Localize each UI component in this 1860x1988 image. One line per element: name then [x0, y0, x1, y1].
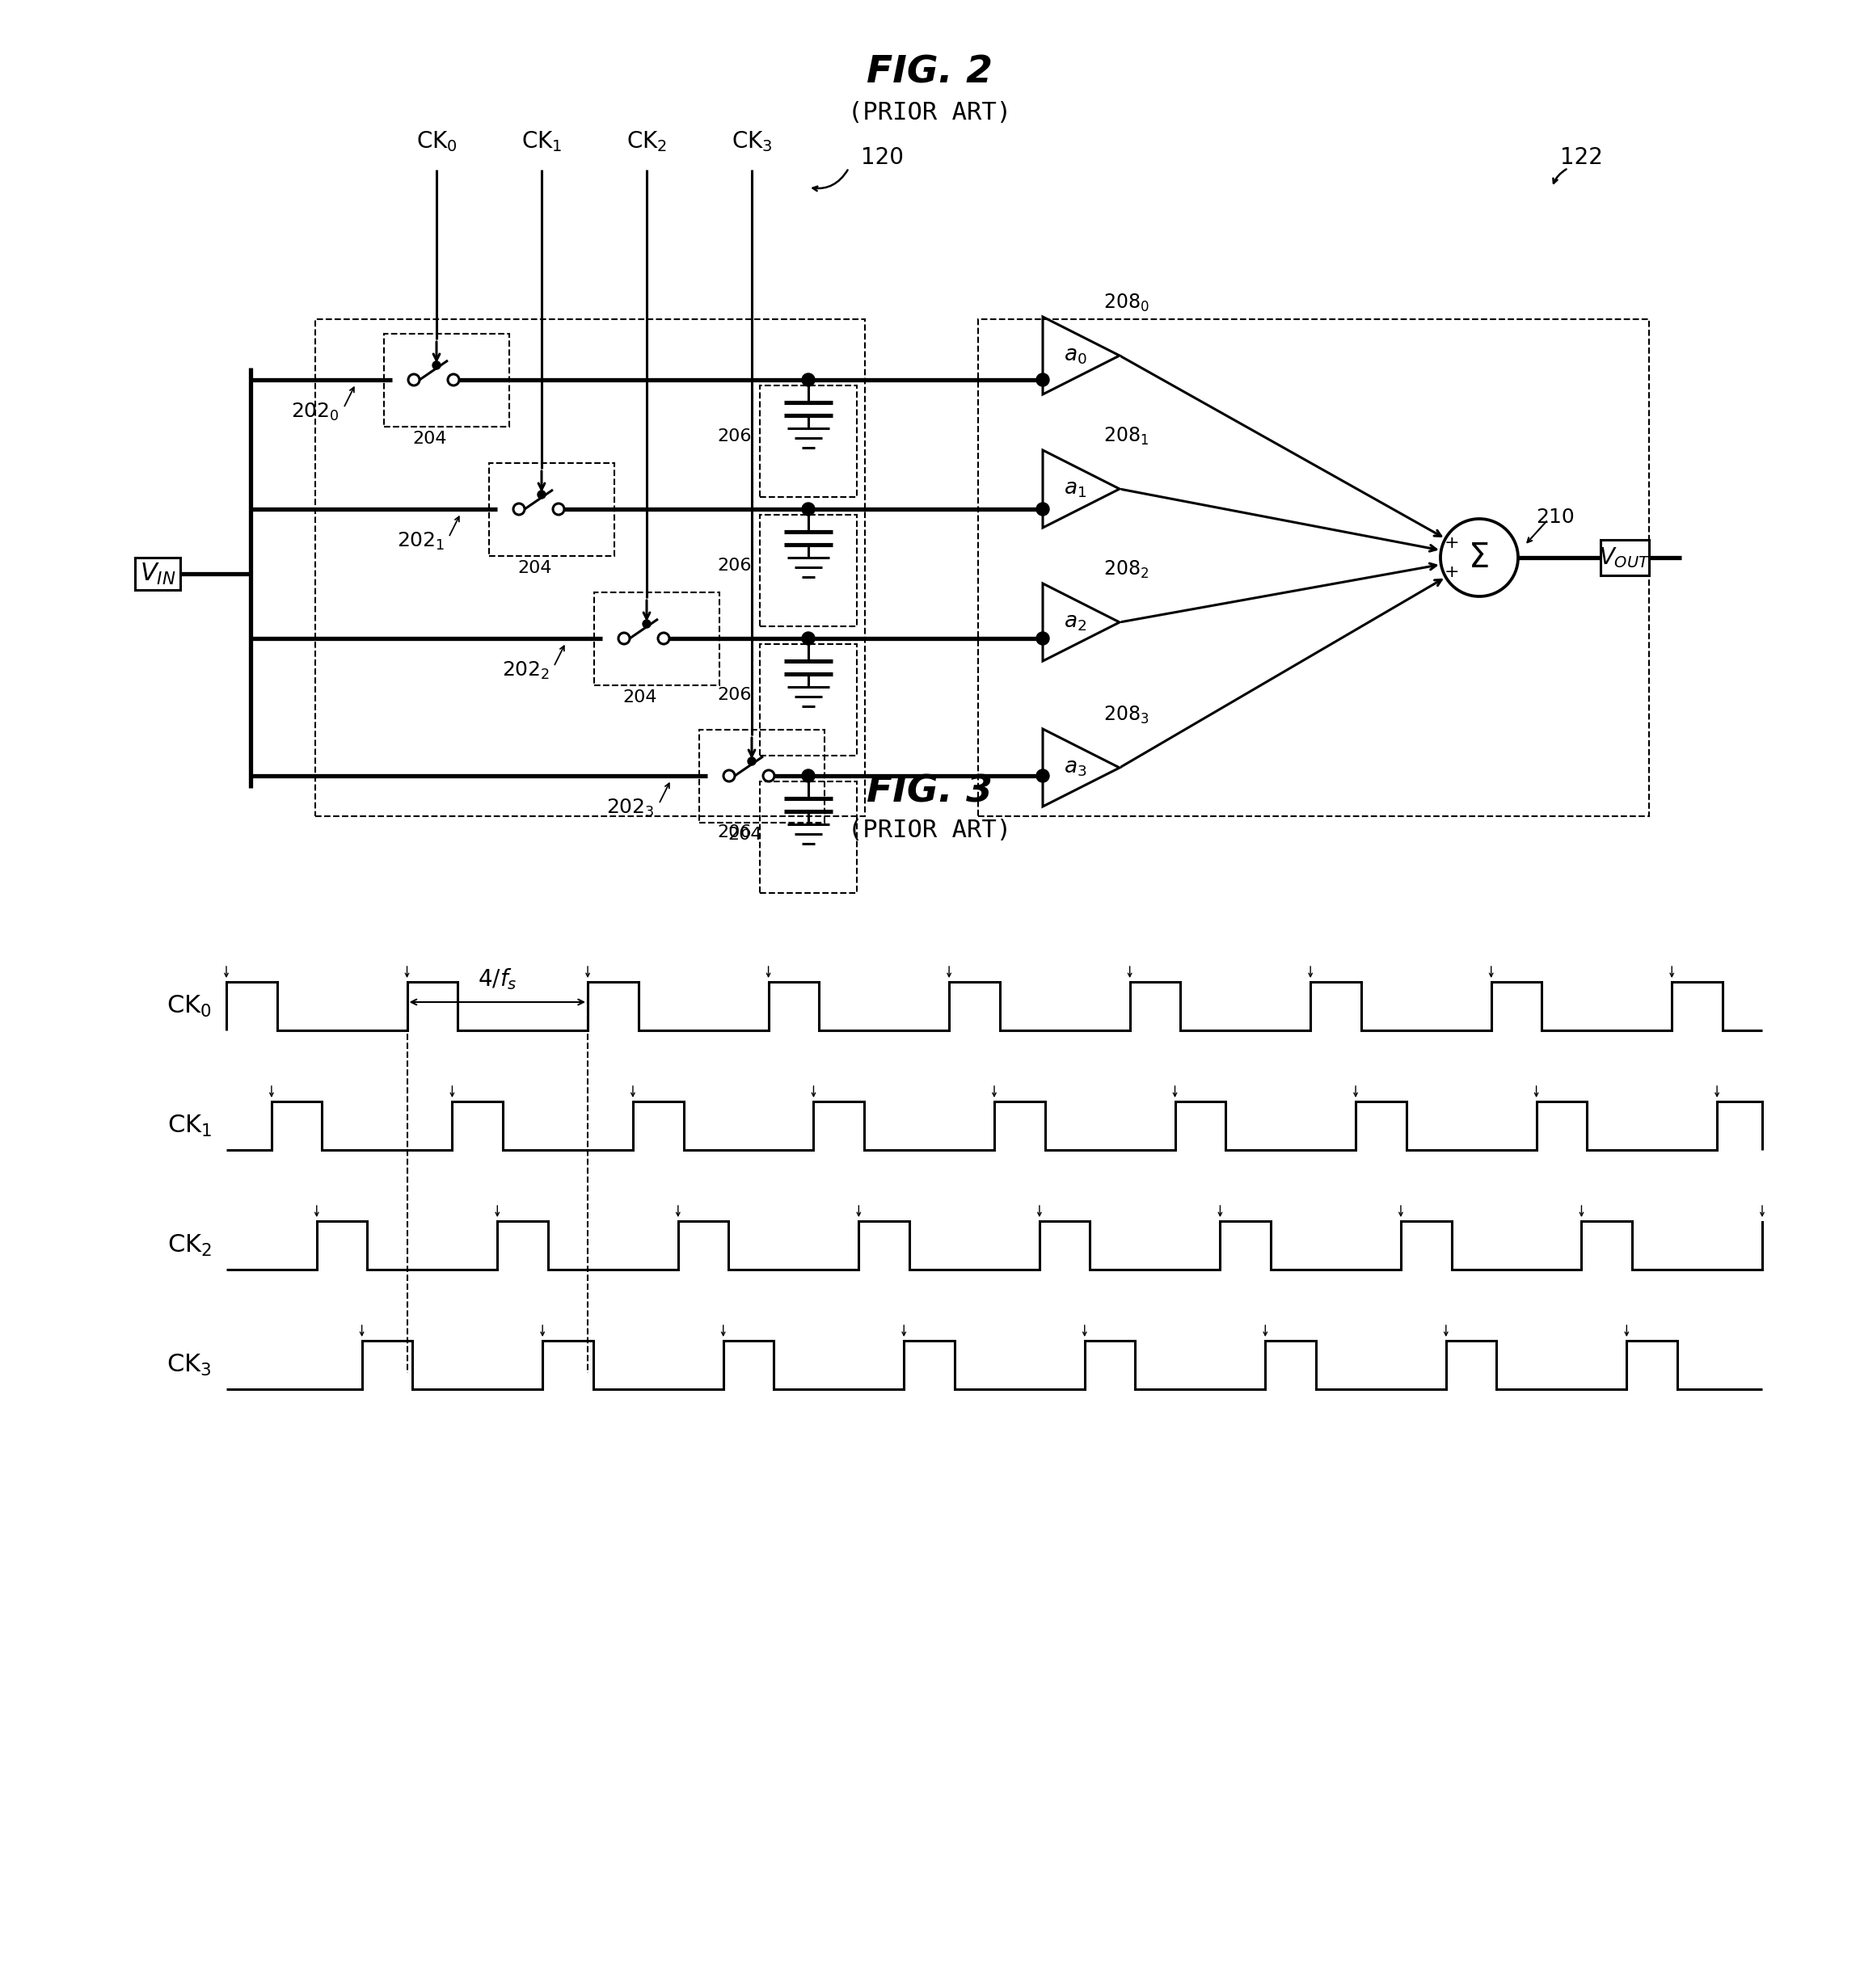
Text: CK$_1$: CK$_1$	[167, 1113, 212, 1139]
Text: $a_2$: $a_2$	[1064, 612, 1086, 632]
Text: CK$_0$: CK$_0$	[167, 994, 212, 1018]
Text: 210: 210	[1536, 507, 1574, 527]
Text: CK$_2$: CK$_2$	[627, 129, 668, 153]
Text: 204: 204	[623, 690, 657, 706]
Text: 208$_3$: 208$_3$	[1103, 704, 1149, 726]
Circle shape	[802, 374, 815, 386]
Text: 202$_2$: 202$_2$	[502, 660, 551, 682]
Bar	[761, 386, 857, 497]
Text: CK$_3$: CK$_3$	[731, 129, 772, 153]
Text: $4/f_s$: $4/f_s$	[478, 966, 517, 992]
Text: 202$_3$: 202$_3$	[606, 797, 655, 819]
Text: CK$_2$: CK$_2$	[167, 1233, 212, 1258]
Circle shape	[748, 757, 755, 765]
Text: 206: 206	[718, 557, 751, 575]
Text: 204: 204	[727, 827, 763, 843]
Circle shape	[433, 362, 441, 370]
Text: CK$_0$: CK$_0$	[417, 129, 458, 153]
Bar	[383, 334, 510, 427]
Circle shape	[1036, 632, 1049, 644]
Text: $V_{IN}$: $V_{IN}$	[139, 561, 175, 586]
Text: $a_0$: $a_0$	[1064, 346, 1086, 366]
Text: +: +	[1443, 565, 1460, 580]
Text: CK$_1$: CK$_1$	[521, 129, 562, 153]
Bar	[1600, 541, 1650, 575]
Bar	[699, 730, 824, 823]
Bar	[136, 557, 180, 590]
Circle shape	[1036, 503, 1049, 515]
Text: 120: 120	[861, 147, 904, 169]
Bar	[314, 320, 865, 817]
Bar	[593, 592, 720, 686]
Text: (PRIOR ART): (PRIOR ART)	[848, 819, 1012, 843]
Bar	[978, 320, 1650, 817]
Circle shape	[802, 632, 815, 644]
Text: FIG. 3: FIG. 3	[867, 773, 993, 811]
Text: Σ: Σ	[1469, 541, 1490, 575]
Text: 122: 122	[1561, 147, 1603, 169]
Text: 208$_0$: 208$_0$	[1103, 292, 1149, 314]
Text: CK$_3$: CK$_3$	[167, 1352, 212, 1378]
Text: $a_1$: $a_1$	[1064, 479, 1086, 499]
Text: 202$_1$: 202$_1$	[396, 531, 445, 553]
Text: 206: 206	[718, 688, 751, 704]
Text: (PRIOR ART): (PRIOR ART)	[848, 101, 1012, 125]
Circle shape	[538, 491, 545, 499]
Text: 206: 206	[718, 825, 751, 841]
Text: 204: 204	[413, 431, 446, 447]
Text: 208$_1$: 208$_1$	[1103, 425, 1149, 447]
Text: 202$_0$: 202$_0$	[292, 402, 340, 423]
Bar	[489, 463, 614, 557]
Circle shape	[802, 769, 815, 781]
Text: $a_3$: $a_3$	[1064, 757, 1086, 777]
Circle shape	[1036, 769, 1049, 781]
Text: +: +	[1443, 535, 1460, 551]
Text: 204: 204	[517, 561, 552, 577]
Circle shape	[644, 620, 651, 628]
Circle shape	[802, 503, 815, 515]
Text: 206: 206	[718, 427, 751, 445]
Text: FIG. 2: FIG. 2	[867, 54, 993, 91]
Text: $V_{OUT}$: $V_{OUT}$	[1600, 545, 1650, 571]
Bar	[761, 515, 857, 626]
Text: 208$_2$: 208$_2$	[1103, 559, 1149, 580]
Circle shape	[1036, 374, 1049, 386]
Bar	[761, 781, 857, 893]
Bar	[761, 644, 857, 755]
